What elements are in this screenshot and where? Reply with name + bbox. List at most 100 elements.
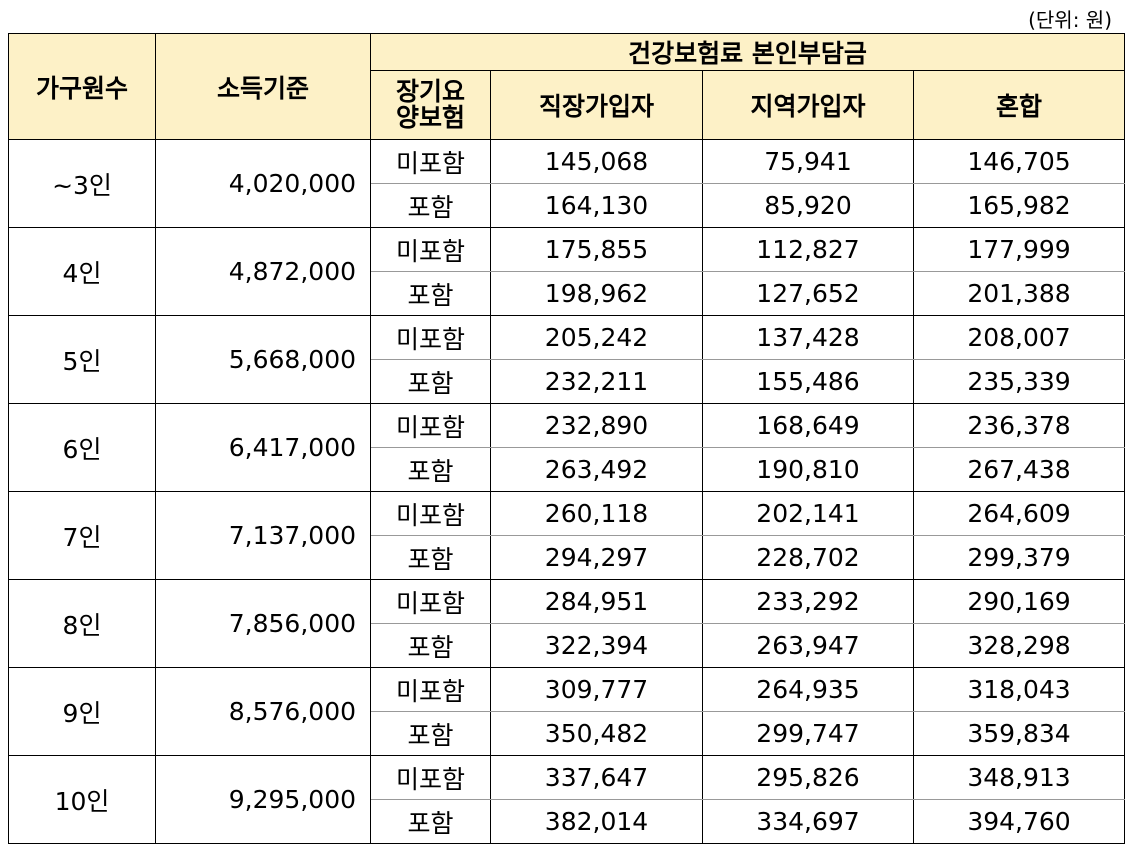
mixed: 146,705: [912, 139, 1126, 184]
household: 10인: [8, 755, 156, 844]
regional: 228,702: [702, 535, 914, 580]
mixed: 236,378: [912, 403, 1126, 448]
table-row: 9인 8,576,000 미포함 309,777 264,935 318,043: [8, 667, 1126, 756]
workplace: 164,130: [490, 183, 703, 228]
header-income: 소득기준: [155, 33, 371, 140]
ltc: 미포함: [370, 667, 491, 712]
header-premium-group: 건강보험료 본인부담금: [369, 33, 1126, 71]
household: 7인: [8, 491, 156, 580]
workplace: 260,118: [490, 491, 703, 536]
table-row: 6인 6,417,000 미포함 232,890 168,649 236,378: [8, 403, 1126, 492]
table-row: 4인 4,872,000 미포함 175,855 112,827 177,999: [8, 227, 1126, 316]
ltc: 포함: [370, 799, 491, 844]
workplace: 382,014: [490, 799, 703, 844]
income: 4,020,000: [155, 139, 371, 228]
premium-table: 가구원수 소득기준 건강보험료 본인부담금 장기요양보험 직장가입자 지역가입자…: [8, 33, 1126, 844]
table-row: 포함 322,394 263,947 328,298: [9, 623, 1126, 668]
workplace: 263,492: [490, 447, 703, 492]
ltc: 포함: [370, 711, 491, 756]
header-ltc-cell: 장기요양보험: [370, 70, 491, 140]
ltc: 미포함: [370, 403, 491, 448]
income: 9,295,000: [155, 755, 371, 844]
mixed: 394,760: [912, 799, 1126, 844]
regional: 334,697: [702, 799, 914, 844]
income: 7,137,000: [155, 491, 371, 580]
household: 5인: [8, 315, 156, 404]
ltc: 포함: [370, 535, 491, 580]
regional: 264,935: [702, 667, 914, 712]
workplace: 205,242: [490, 315, 703, 360]
household: 4인: [8, 227, 156, 316]
table-row: 포함 350,482 299,747 359,834: [9, 711, 1126, 756]
workplace: 198,962: [490, 271, 703, 316]
table-row: 포함 294,297 228,702 299,379: [9, 535, 1126, 580]
unit-note: (단위: 원): [1028, 8, 1112, 32]
workplace: 284,951: [490, 579, 703, 624]
table-row: 10인 9,295,000 미포함 337,647 295,826 348,913: [8, 755, 1126, 844]
table-row: 포함 232,211 155,486 235,339: [9, 359, 1126, 404]
income: 7,856,000: [155, 579, 371, 668]
regional: 233,292: [702, 579, 914, 624]
mixed: 318,043: [912, 667, 1126, 712]
regional: 155,486: [702, 359, 914, 404]
household: 9인: [8, 667, 156, 756]
ltc: 포함: [370, 183, 491, 228]
ltc: 포함: [370, 623, 491, 668]
mixed: 290,169: [912, 579, 1126, 624]
regional: 168,649: [702, 403, 914, 448]
regional: 202,141: [702, 491, 914, 536]
header-mixed: 혼합: [912, 70, 1126, 140]
workplace: 322,394: [490, 623, 703, 668]
workplace: 350,482: [490, 711, 703, 756]
ltc: 미포함: [370, 139, 491, 184]
ltc: 미포함: [370, 579, 491, 624]
header-household: 가구원수: [8, 33, 156, 140]
regional: 127,652: [702, 271, 914, 316]
mixed: 177,999: [912, 227, 1126, 272]
mixed: 267,438: [912, 447, 1126, 492]
mixed: 264,609: [912, 491, 1126, 536]
regional: 295,826: [702, 755, 914, 800]
header-regional: 지역가입자: [702, 70, 914, 140]
header-ltc: 장기요양보험: [395, 77, 465, 132]
household: ~3인: [8, 139, 156, 228]
mixed: 201,388: [912, 271, 1126, 316]
table-row: 포함 382,014 334,697 394,760: [9, 799, 1126, 844]
income: 8,576,000: [155, 667, 371, 756]
income: 5,668,000: [155, 315, 371, 404]
header-workplace: 직장가입자: [490, 70, 703, 140]
ltc: 미포함: [370, 315, 491, 360]
workplace: 337,647: [490, 755, 703, 800]
workplace: 175,855: [490, 227, 703, 272]
ltc: 미포함: [370, 227, 491, 272]
mixed: 235,339: [912, 359, 1126, 404]
mixed: 208,007: [912, 315, 1126, 360]
mixed: 348,913: [912, 755, 1126, 800]
regional: 299,747: [702, 711, 914, 756]
ltc: 포함: [370, 447, 491, 492]
household: 8인: [8, 579, 156, 668]
income: 6,417,000: [155, 403, 371, 492]
mixed: 299,379: [912, 535, 1126, 580]
mixed: 328,298: [912, 623, 1126, 668]
table-body: ~3인 4,020,000 미포함 145,068 75,941 146,705 포함 164…: [8, 139, 1126, 844]
ltc: 포함: [370, 271, 491, 316]
ltc: 포함: [370, 359, 491, 404]
regional: 85,920: [702, 183, 914, 228]
table-row: 포함 263,492 190,810 267,438: [9, 447, 1126, 492]
mixed: 165,982: [912, 183, 1126, 228]
regional: 190,810: [702, 447, 914, 492]
mixed: 359,834: [912, 711, 1126, 756]
table-row: 5인 5,668,000 미포함 205,242 137,428 208,007: [8, 315, 1126, 404]
ltc: 미포함: [370, 755, 491, 800]
workplace: 294,297: [490, 535, 703, 580]
regional: 112,827: [702, 227, 914, 272]
income: 4,872,000: [155, 227, 371, 316]
ltc: 미포함: [370, 491, 491, 536]
workplace: 309,777: [490, 667, 703, 712]
table-row: ~3인 4,020,000 미포함 145,068 75,941 146,705: [8, 139, 1126, 228]
workplace: 145,068: [490, 139, 703, 184]
regional: 263,947: [702, 623, 914, 668]
regional: 75,941: [702, 139, 914, 184]
